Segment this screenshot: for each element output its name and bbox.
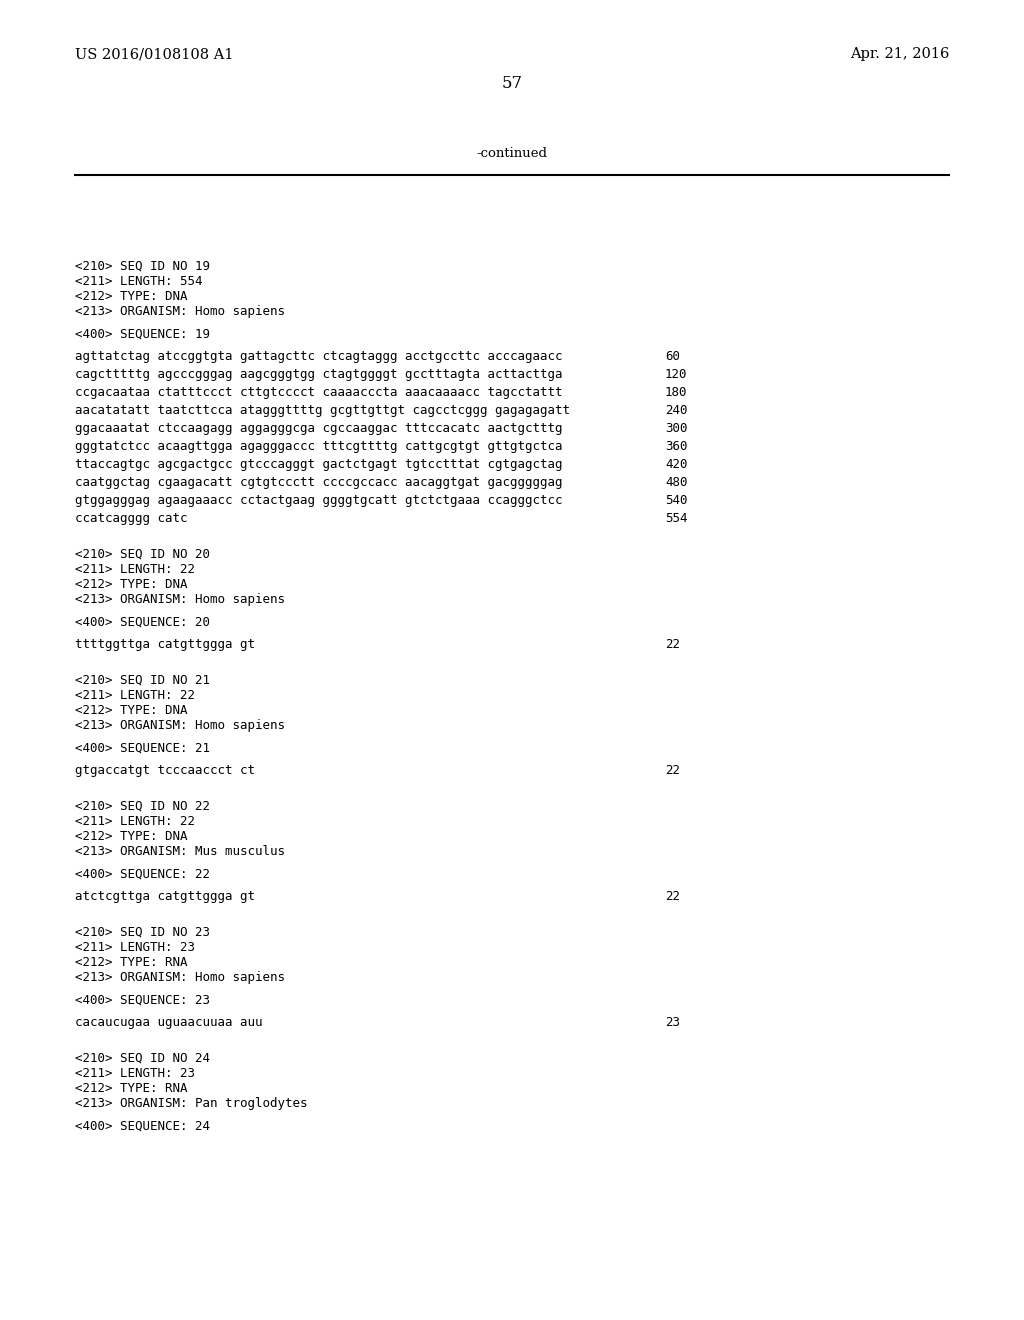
Text: aacatatatt taatcttcca atagggttttg gcgttgttgt cagcctcggg gagagagatt: aacatatatt taatcttcca atagggttttg gcgttg… bbox=[75, 404, 570, 417]
Text: -continued: -continued bbox=[476, 147, 548, 160]
Text: 22: 22 bbox=[665, 638, 680, 651]
Text: <212> TYPE: RNA: <212> TYPE: RNA bbox=[75, 956, 187, 969]
Text: <211> LENGTH: 554: <211> LENGTH: 554 bbox=[75, 275, 203, 288]
Text: <213> ORGANISM: Pan troglodytes: <213> ORGANISM: Pan troglodytes bbox=[75, 1097, 307, 1110]
Text: ttaccagtgc agcgactgcc gtcccagggt gactctgagt tgtcctttat cgtgagctag: ttaccagtgc agcgactgcc gtcccagggt gactctg… bbox=[75, 458, 562, 471]
Text: <210> SEQ ID NO 20: <210> SEQ ID NO 20 bbox=[75, 548, 210, 561]
Text: 23: 23 bbox=[665, 1016, 680, 1030]
Text: 540: 540 bbox=[665, 494, 687, 507]
Text: <212> TYPE: DNA: <212> TYPE: DNA bbox=[75, 704, 187, 717]
Text: <211> LENGTH: 22: <211> LENGTH: 22 bbox=[75, 564, 195, 576]
Text: <400> SEQUENCE: 21: <400> SEQUENCE: 21 bbox=[75, 742, 210, 755]
Text: <212> TYPE: RNA: <212> TYPE: RNA bbox=[75, 1082, 187, 1096]
Text: <212> TYPE: DNA: <212> TYPE: DNA bbox=[75, 830, 187, 843]
Text: <210> SEQ ID NO 22: <210> SEQ ID NO 22 bbox=[75, 800, 210, 813]
Text: 22: 22 bbox=[665, 764, 680, 777]
Text: <400> SEQUENCE: 22: <400> SEQUENCE: 22 bbox=[75, 869, 210, 880]
Text: caatggctag cgaagacatt cgtgtccctt ccccgccacc aacaggtgat gacgggggag: caatggctag cgaagacatt cgtgtccctt ccccgcc… bbox=[75, 477, 562, 488]
Text: <210> SEQ ID NO 19: <210> SEQ ID NO 19 bbox=[75, 260, 210, 273]
Text: <400> SEQUENCE: 24: <400> SEQUENCE: 24 bbox=[75, 1119, 210, 1133]
Text: agttatctag atccggtgta gattagcttc ctcagtaggg acctgccttc acccagaacc: agttatctag atccggtgta gattagcttc ctcagta… bbox=[75, 350, 562, 363]
Text: cagctttttg agcccgggag aagcgggtgg ctagtggggt gcctttagta acttacttga: cagctttttg agcccgggag aagcgggtgg ctagtgg… bbox=[75, 368, 562, 381]
Text: <210> SEQ ID NO 23: <210> SEQ ID NO 23 bbox=[75, 927, 210, 939]
Text: <211> LENGTH: 23: <211> LENGTH: 23 bbox=[75, 1067, 195, 1080]
Text: 120: 120 bbox=[665, 368, 687, 381]
Text: <213> ORGANISM: Homo sapiens: <213> ORGANISM: Homo sapiens bbox=[75, 719, 285, 733]
Text: 360: 360 bbox=[665, 440, 687, 453]
Text: <210> SEQ ID NO 24: <210> SEQ ID NO 24 bbox=[75, 1052, 210, 1065]
Text: <213> ORGANISM: Homo sapiens: <213> ORGANISM: Homo sapiens bbox=[75, 305, 285, 318]
Text: <211> LENGTH: 22: <211> LENGTH: 22 bbox=[75, 689, 195, 702]
Text: ttttggttga catgttggga gt: ttttggttga catgttggga gt bbox=[75, 638, 255, 651]
Text: 22: 22 bbox=[665, 890, 680, 903]
Text: <211> LENGTH: 22: <211> LENGTH: 22 bbox=[75, 814, 195, 828]
Text: ggacaaatat ctccaagagg aggagggcga cgccaaggac tttccacatc aactgctttg: ggacaaatat ctccaagagg aggagggcga cgccaag… bbox=[75, 422, 562, 436]
Text: <400> SEQUENCE: 19: <400> SEQUENCE: 19 bbox=[75, 327, 210, 341]
Text: atctcgttga catgttggga gt: atctcgttga catgttggga gt bbox=[75, 890, 255, 903]
Text: <211> LENGTH: 23: <211> LENGTH: 23 bbox=[75, 941, 195, 954]
Text: 57: 57 bbox=[502, 75, 522, 92]
Text: <400> SEQUENCE: 20: <400> SEQUENCE: 20 bbox=[75, 616, 210, 630]
Text: gtgaccatgt tcccaaccct ct: gtgaccatgt tcccaaccct ct bbox=[75, 764, 255, 777]
Text: Apr. 21, 2016: Apr. 21, 2016 bbox=[850, 48, 949, 61]
Text: <400> SEQUENCE: 23: <400> SEQUENCE: 23 bbox=[75, 994, 210, 1007]
Text: gggtatctcc acaagttgga agagggaccc tttcgttttg cattgcgtgt gttgtgctca: gggtatctcc acaagttgga agagggaccc tttcgtt… bbox=[75, 440, 562, 453]
Text: 60: 60 bbox=[665, 350, 680, 363]
Text: 240: 240 bbox=[665, 404, 687, 417]
Text: ccgacaataa ctatttccct cttgtcccct caaaacccta aaacaaaacc tagcctattt: ccgacaataa ctatttccct cttgtcccct caaaacc… bbox=[75, 385, 562, 399]
Text: gtggagggag agaagaaacc cctactgaag ggggtgcatt gtctctgaaa ccagggctcc: gtggagggag agaagaaacc cctactgaag ggggtgc… bbox=[75, 494, 562, 507]
Text: <213> ORGANISM: Homo sapiens: <213> ORGANISM: Homo sapiens bbox=[75, 593, 285, 606]
Text: <212> TYPE: DNA: <212> TYPE: DNA bbox=[75, 290, 187, 304]
Text: <213> ORGANISM: Mus musculus: <213> ORGANISM: Mus musculus bbox=[75, 845, 285, 858]
Text: <210> SEQ ID NO 21: <210> SEQ ID NO 21 bbox=[75, 675, 210, 686]
Text: 420: 420 bbox=[665, 458, 687, 471]
Text: 300: 300 bbox=[665, 422, 687, 436]
Text: 480: 480 bbox=[665, 477, 687, 488]
Text: 180: 180 bbox=[665, 385, 687, 399]
Text: cacaucugaa uguaacuuaa auu: cacaucugaa uguaacuuaa auu bbox=[75, 1016, 262, 1030]
Text: ccatcagggg catc: ccatcagggg catc bbox=[75, 512, 187, 525]
Text: 554: 554 bbox=[665, 512, 687, 525]
Text: <213> ORGANISM: Homo sapiens: <213> ORGANISM: Homo sapiens bbox=[75, 972, 285, 983]
Text: US 2016/0108108 A1: US 2016/0108108 A1 bbox=[75, 48, 233, 61]
Text: <212> TYPE: DNA: <212> TYPE: DNA bbox=[75, 578, 187, 591]
